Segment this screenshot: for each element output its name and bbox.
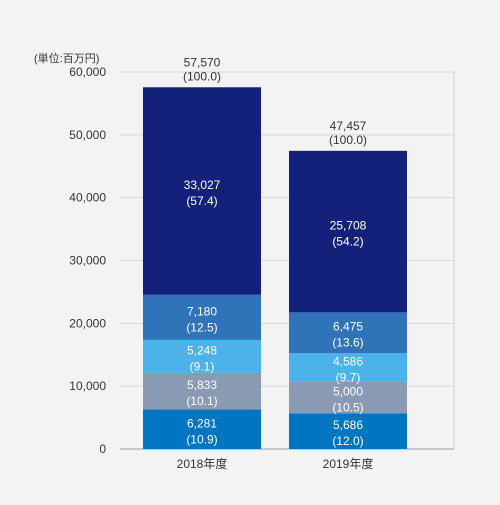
segment-share-label: (10.9) bbox=[186, 432, 217, 446]
bar-segment bbox=[143, 372, 261, 410]
segment-value-label: 5,833 bbox=[187, 378, 217, 392]
bar-segment bbox=[143, 409, 261, 449]
segment-value-label: 5,000 bbox=[333, 385, 363, 399]
y-tick-label: 0 bbox=[99, 442, 106, 456]
bar-segment bbox=[289, 381, 407, 414]
segment-share-label: (54.2) bbox=[332, 235, 363, 249]
segment-value-label: 33,027 bbox=[184, 178, 221, 192]
bar-segment bbox=[289, 312, 407, 354]
segment-value-label: 7,180 bbox=[187, 304, 217, 318]
segment-share-label: (12.0) bbox=[332, 434, 363, 448]
segment-share-label: (9.7) bbox=[336, 370, 361, 384]
y-tick-label: 30,000 bbox=[69, 254, 106, 268]
y-tick-label: 10,000 bbox=[69, 379, 106, 393]
x-tick-label: 2018年度 bbox=[177, 456, 228, 471]
bar-segment bbox=[143, 294, 261, 340]
y-tick-label: 40,000 bbox=[69, 191, 106, 205]
bars bbox=[143, 87, 407, 449]
bar-segment bbox=[143, 339, 261, 373]
y-axis: 0 10,000 20,000 30,000 40,000 50,000 60,000 bbox=[69, 65, 106, 456]
y-tick-label: 50,000 bbox=[69, 128, 106, 142]
bar-segment bbox=[289, 150, 407, 313]
y-tick-label: 20,000 bbox=[69, 316, 106, 330]
segment-share-label: (57.4) bbox=[186, 194, 217, 208]
total-share-label: (100.0) bbox=[183, 69, 221, 83]
total-share-label: (100.0) bbox=[329, 133, 367, 147]
x-tick-label: 2019年度 bbox=[323, 456, 374, 471]
y-tick-label: 60,000 bbox=[69, 65, 106, 79]
unit-label: (単位:百万円) bbox=[34, 51, 99, 65]
segment-share-label: (13.6) bbox=[332, 336, 363, 350]
segment-value-label: 5,686 bbox=[333, 418, 363, 432]
total-value-label: 47,457 bbox=[330, 119, 367, 133]
segment-value-label: 6,281 bbox=[187, 416, 217, 430]
bar-segment bbox=[289, 353, 407, 382]
total-value-label: 57,570 bbox=[184, 55, 221, 69]
bar-segment bbox=[289, 413, 407, 449]
segment-value-label: 4,586 bbox=[333, 354, 363, 368]
segment-share-label: (10.1) bbox=[186, 394, 217, 408]
segment-value-label: 6,475 bbox=[333, 320, 363, 334]
segment-value-label: 25,708 bbox=[330, 219, 367, 233]
bar-segment bbox=[143, 87, 261, 295]
x-axis: 2018年度 2019年度 bbox=[177, 456, 374, 471]
segment-share-label: (12.5) bbox=[186, 320, 217, 334]
data-labels: 6,281 (10.9) 5,833 (10.1) 5,248 (9.1) 7,180 (12… bbox=[183, 55, 367, 448]
segment-share-label: (10.5) bbox=[332, 401, 363, 415]
segment-share-label: (9.1) bbox=[190, 359, 215, 373]
segment-value-label: 5,248 bbox=[187, 343, 217, 357]
